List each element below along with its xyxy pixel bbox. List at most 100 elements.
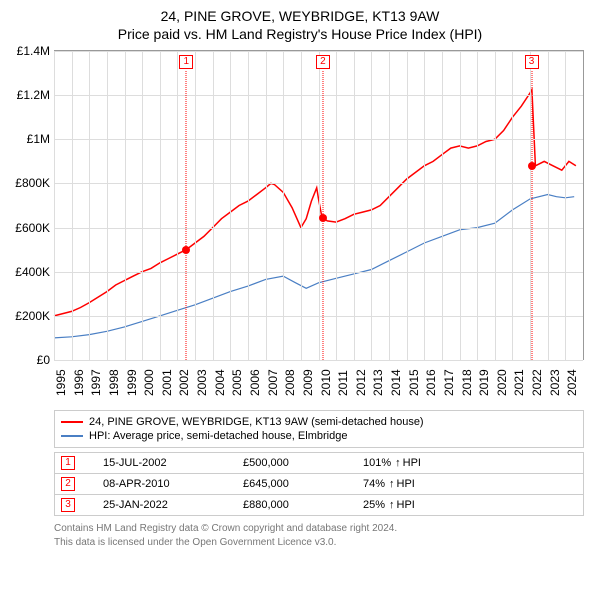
gridline-v: [230, 51, 231, 360]
arrow-up-icon: ↑: [389, 478, 395, 490]
y-tick-label: £400K: [15, 265, 50, 279]
legend-item-price-paid: 24, PINE GROVE, WEYBRIDGE, KT13 9AW (sem…: [61, 415, 577, 429]
x-tick-label: 2002: [177, 369, 191, 396]
x-tick-label: 2021: [512, 369, 526, 396]
x-tick-label: 1998: [107, 369, 121, 396]
x-tick-label: 2006: [248, 369, 262, 396]
y-tick-label: £1.4M: [17, 44, 50, 58]
y-tick-label: £0: [37, 353, 50, 367]
sale-price: £500,000: [243, 457, 363, 469]
x-tick-label: 2014: [389, 369, 403, 396]
x-tick-label: 2003: [195, 369, 209, 396]
plot-area: £0£200K£400K£600K£800K£1M£1.2M£1.4M123: [54, 50, 584, 360]
gridline-v: [72, 51, 73, 360]
gridline-v: [424, 51, 425, 360]
gridline-v: [177, 51, 178, 360]
footer-text: Contains HM Land Registry data © Crown c…: [54, 522, 584, 549]
arrow-up-icon: ↑: [395, 457, 401, 469]
gridline-v: [213, 51, 214, 360]
gridline-v: [371, 51, 372, 360]
sale-pct: 25%: [363, 499, 385, 511]
marker-vline: [186, 71, 187, 360]
arrow-up-icon: ↑: [389, 499, 395, 511]
x-tick-label: 2011: [336, 370, 350, 396]
marker-dot-icon: [528, 162, 536, 170]
sale-pct: 74%: [363, 478, 385, 490]
gridline-v: [477, 51, 478, 360]
hpi-label: HPI: [397, 499, 415, 511]
x-tick-label: 2001: [160, 369, 174, 396]
sale-date: 25-JAN-2022: [103, 499, 243, 511]
y-tick-label: £1.2M: [17, 88, 50, 102]
footer-line-1: Contains HM Land Registry data © Crown c…: [54, 522, 584, 536]
gridline-v: [319, 51, 320, 360]
x-tick-label: 2024: [565, 369, 579, 396]
x-axis-ticks: 1995199619971998199920002001200220032004…: [54, 360, 584, 404]
x-tick-label: 1995: [54, 369, 68, 396]
x-tick-label: 2016: [424, 369, 438, 396]
x-tick-label: 2000: [142, 369, 156, 396]
title-line-1: 24, PINE GROVE, WEYBRIDGE, KT13 9AW: [8, 8, 592, 24]
x-tick-label: 2015: [407, 369, 421, 396]
gridline-v: [336, 51, 337, 360]
gridline-v: [548, 51, 549, 360]
gridline-v: [460, 51, 461, 360]
marker-dot-icon: [319, 214, 327, 222]
chart-container: 24, PINE GROVE, WEYBRIDGE, KT13 9AW Pric…: [8, 8, 592, 549]
gridline-v: [195, 51, 196, 360]
gridline-v: [248, 51, 249, 360]
gridline-v: [407, 51, 408, 360]
x-tick-label: 2007: [266, 369, 280, 396]
hpi-label: HPI: [403, 457, 421, 469]
footer-line-2: This data is licensed under the Open Gov…: [54, 536, 584, 550]
y-tick-label: £600K: [15, 221, 50, 235]
x-tick-label: 2012: [354, 369, 368, 396]
y-tick-label: £200K: [15, 309, 50, 323]
sales-row: 3 25-JAN-2022 £880,000 25% ↑ HPI: [55, 494, 583, 515]
gridline-v: [495, 51, 496, 360]
marker-vline: [531, 71, 532, 360]
hpi-label: HPI: [397, 478, 415, 490]
x-tick-label: 1996: [72, 369, 86, 396]
gridline-v: [442, 51, 443, 360]
legend-swatch-icon: [61, 421, 83, 423]
series-line-price_paid: [54, 90, 576, 316]
gridline-v: [565, 51, 566, 360]
gridline-v: [125, 51, 126, 360]
x-tick-label: 2020: [495, 369, 509, 396]
gridline-v: [354, 51, 355, 360]
sale-pct: 101%: [363, 457, 391, 469]
x-tick-label: 2017: [442, 369, 456, 396]
legend-item-hpi: HPI: Average price, semi-detached house,…: [61, 429, 577, 443]
x-tick-label: 1997: [89, 369, 103, 396]
sale-marker-icon: 3: [61, 498, 75, 512]
legend-label: 24, PINE GROVE, WEYBRIDGE, KT13 9AW (sem…: [89, 416, 424, 428]
marker-box-icon: 3: [525, 55, 539, 69]
sale-date: 08-APR-2010: [103, 478, 243, 490]
sale-price: £880,000: [243, 499, 363, 511]
sale-price: £645,000: [243, 478, 363, 490]
marker-dot-icon: [182, 246, 190, 254]
gridline-v: [283, 51, 284, 360]
x-tick-label: 2018: [460, 369, 474, 396]
marker-box-icon: 2: [316, 55, 330, 69]
sales-row: 1 15-JUL-2002 £500,000 101% ↑ HPI: [55, 453, 583, 473]
gridline-v: [266, 51, 267, 360]
x-tick-label: 2022: [530, 369, 544, 396]
sales-table: 1 15-JUL-2002 £500,000 101% ↑ HPI 2 08-A…: [54, 452, 584, 516]
gridline-v: [512, 51, 513, 360]
x-tick-label: 2010: [319, 369, 333, 396]
legend: 24, PINE GROVE, WEYBRIDGE, KT13 9AW (sem…: [54, 410, 584, 448]
title-line-2: Price paid vs. HM Land Registry's House …: [8, 26, 592, 42]
x-tick-label: 2009: [301, 369, 315, 396]
gridline-v: [160, 51, 161, 360]
x-tick-label: 2013: [371, 369, 385, 396]
marker-box-icon: 1: [179, 55, 193, 69]
y-tick-label: £800K: [15, 176, 50, 190]
gridline-v: [142, 51, 143, 360]
y-tick-label: £1M: [27, 132, 50, 146]
sale-marker-icon: 2: [61, 477, 75, 491]
gridline-v: [301, 51, 302, 360]
chart-title: 24, PINE GROVE, WEYBRIDGE, KT13 9AW Pric…: [8, 8, 592, 42]
gridline-v: [107, 51, 108, 360]
